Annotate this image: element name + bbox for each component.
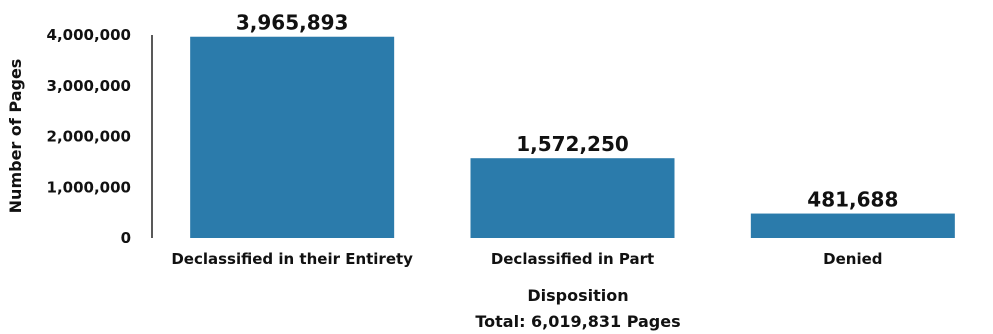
bar-value-label: 481,688 — [807, 188, 898, 212]
chart-subtitle: Total: 6,019,831 Pages — [475, 312, 680, 331]
category-label: Declassified in Part — [491, 250, 654, 268]
y-axis-title: Number of Pages — [6, 59, 25, 214]
y-tick-label: 2,000,000 — [47, 128, 131, 146]
bar — [470, 158, 675, 238]
y-tick-label: 3,000,000 — [47, 77, 131, 95]
bar-value-label: 3,965,893 — [236, 11, 349, 35]
bar-value-label: 1,572,250 — [516, 132, 629, 156]
y-tick-label: 1,000,000 — [47, 178, 131, 196]
bar — [190, 36, 395, 239]
y-tick-label: 0 — [121, 229, 131, 247]
bars: 3,965,893 1,572,250 481,688 — [190, 11, 955, 239]
y-tick-label: 4,000,000 — [47, 26, 131, 44]
category-label: Declassified in their Entirety — [171, 250, 413, 268]
y-axis-ticks: 0 1,000,000 2,000,000 3,000,000 4,000,000 — [47, 26, 131, 247]
x-axis-title: Disposition — [527, 286, 628, 305]
category-label: Denied — [823, 250, 882, 268]
x-axis-categories: Declassified in their Entirety Declassifi… — [171, 250, 882, 268]
bar — [750, 213, 955, 238]
